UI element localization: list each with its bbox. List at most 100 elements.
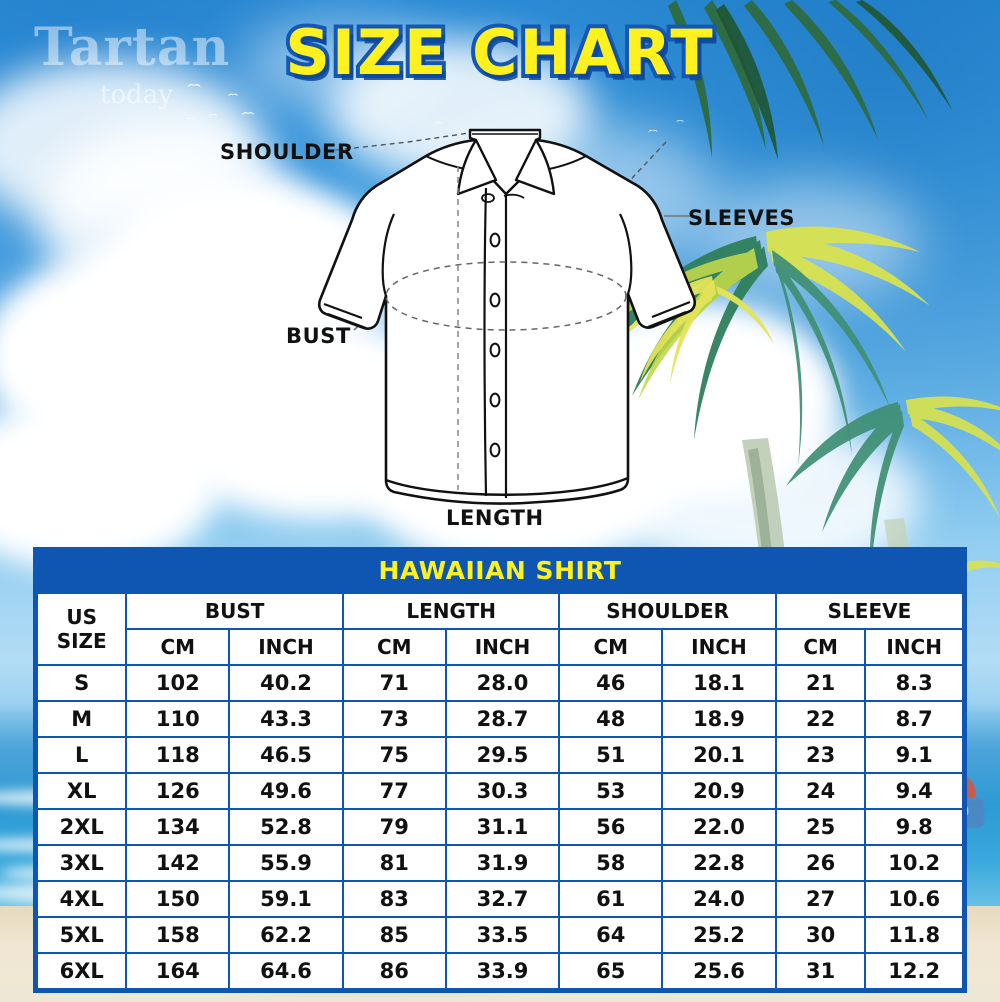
cell-length-in: 32.7	[444, 880, 561, 918]
cell-sleeve-cm: 25	[774, 808, 867, 846]
table-head: US SIZE BUST LENGTH SHOULDER SLEEVE CM I…	[35, 592, 965, 666]
cell-bust-in: 59.1	[228, 880, 344, 918]
shirt-buttons	[489, 232, 501, 458]
cell-bust-cm: 164	[125, 952, 231, 990]
cell-bust-in: 55.9	[228, 844, 344, 882]
cell-size: XL	[35, 772, 128, 810]
cell-sleeve-in: 11.8	[864, 916, 964, 954]
cell-sleeve-cm: 21	[774, 664, 867, 702]
table-row: 4XL 150 59.1 83 32.7 61 24.0 27 10.6	[35, 880, 964, 918]
label-shoulder: SHOULDER	[220, 140, 354, 164]
cell-bust-cm: 102	[125, 664, 231, 702]
cell-bust-cm: 150	[125, 880, 231, 918]
column-group-bust: BUST	[125, 592, 344, 630]
cell-shoulder-cm: 46	[558, 664, 664, 702]
cell-size: 2XL	[35, 808, 128, 846]
column-group-sleeve: SLEEVE	[774, 592, 965, 630]
cell-size: S	[35, 664, 128, 702]
cell-shoulder-cm: 48	[558, 700, 664, 738]
cell-bust-cm: 134	[125, 808, 231, 846]
page-title: SIZE CHART	[281, 12, 716, 93]
cell-shoulder-in: 18.1	[661, 664, 777, 702]
cell-length-in: 28.0	[444, 664, 561, 702]
table-body: S 102 40.2 71 28.0 46 18.1 21 8.3 M 110 43.3 73 28.7 4…	[35, 664, 964, 990]
cell-shoulder-cm: 53	[558, 772, 664, 810]
unit-header-shoulder-inch: INCH	[661, 628, 777, 666]
size-table: US SIZE BUST LENGTH SHOULDER SLEEVE CM I…	[35, 592, 965, 990]
table-caption: HAWAIIAN SHIRT	[36, 550, 964, 592]
cell-bust-in: 49.6	[228, 772, 344, 810]
label-length: LENGTH	[446, 506, 544, 530]
cell-size: 3XL	[35, 844, 128, 882]
unit-header-bust-inch: INCH	[228, 628, 344, 666]
cell-bust-in: 62.2	[228, 916, 344, 954]
unit-header-sleeve-cm: CM	[774, 628, 867, 666]
label-sleeves: SLEEVES	[688, 206, 796, 230]
cell-bust-cm: 142	[125, 844, 231, 882]
cell-shoulder-in: 22.8	[661, 844, 777, 882]
cell-shoulder-in: 18.9	[661, 700, 777, 738]
cell-length-cm: 85	[341, 916, 447, 954]
cell-sleeve-in: 12.2	[864, 952, 964, 990]
cell-size: 4XL	[35, 880, 128, 918]
table-row: M 110 43.3 73 28.7 48 18.9 22 8.7	[35, 700, 964, 738]
cell-shoulder-in: 25.6	[661, 952, 777, 990]
collar-button-detail	[481, 193, 525, 203]
cell-shoulder-in: 20.9	[661, 772, 777, 810]
cell-sleeve-in: 9.8	[864, 808, 964, 846]
cell-sleeve-in: 8.7	[864, 700, 964, 738]
bust-measure-ellipse	[385, 261, 627, 331]
cell-bust-in: 52.8	[228, 808, 344, 846]
cell-size: M	[35, 700, 128, 738]
cell-bust-cm: 158	[125, 916, 231, 954]
cell-size: 6XL	[35, 952, 128, 990]
cell-shoulder-cm: 65	[558, 952, 664, 990]
cell-size: L	[35, 736, 128, 774]
shirt-line-art	[317, 128, 697, 505]
table-row: 5XL 158 62.2 85 33.5 64 25.2 30 11.8	[35, 916, 964, 954]
column-group-shoulder: SHOULDER	[558, 592, 777, 630]
cell-shoulder-cm: 64	[558, 916, 664, 954]
cell-shoulder-cm: 58	[558, 844, 664, 882]
column-header-us-size: US SIZE	[35, 592, 128, 666]
size-table-container: HAWAIIAN SHIRT US SIZE BUST LENGTH SHOUL…	[33, 547, 967, 993]
table-header-row-groups: US SIZE BUST LENGTH SHOULDER SLEEVE	[35, 592, 965, 666]
cell-length-cm: 71	[341, 664, 447, 702]
shirt-diagram: SHOULDER SLEEVES BUST LENGTH	[220, 128, 795, 538]
cell-length-cm: 83	[341, 880, 447, 918]
unit-header-bust-cm: CM	[125, 628, 231, 666]
cell-bust-in: 64.6	[228, 952, 344, 990]
cell-bust-cm: 126	[125, 772, 231, 810]
table-row: L 118 46.5 75 29.5 51 20.1 23 9.1	[35, 736, 964, 774]
table-row: 3XL 142 55.9 81 31.9 58 22.8 26 10.2	[35, 844, 964, 882]
armhole-seams	[381, 213, 633, 297]
cell-shoulder-cm: 51	[558, 736, 664, 774]
cell-sleeve-cm: 22	[774, 700, 867, 738]
table-row: S 102 40.2 71 28.0 46 18.1 21 8.3	[35, 664, 964, 702]
cell-length-in: 29.5	[444, 736, 561, 774]
cell-length-in: 33.9	[444, 952, 561, 990]
cell-sleeve-cm: 30	[774, 916, 867, 954]
cell-length-cm: 73	[341, 700, 447, 738]
unit-header-length-cm: CM	[341, 628, 447, 666]
cell-shoulder-in: 24.0	[661, 880, 777, 918]
unit-header-length-inch: INCH	[444, 628, 561, 666]
button-placket	[483, 187, 508, 498]
cell-length-cm: 86	[341, 952, 447, 990]
sleeve-cuffs	[323, 300, 691, 330]
cell-shoulder-in: 20.1	[661, 736, 777, 774]
cell-bust-in: 40.2	[228, 664, 344, 702]
table-header-row-units: CM INCH CM INCH CM INCH CM INCH	[37, 628, 964, 666]
cell-sleeve-cm: 26	[774, 844, 867, 882]
cell-length-in: 31.1	[444, 808, 561, 846]
cell-length-cm: 75	[341, 736, 447, 774]
cell-length-cm: 77	[341, 772, 447, 810]
label-bust: BUST	[286, 324, 351, 348]
cell-length-in: 30.3	[444, 772, 561, 810]
column-group-length: LENGTH	[341, 592, 561, 630]
cell-length-in: 33.5	[444, 916, 561, 954]
cell-shoulder-cm: 56	[558, 808, 664, 846]
table-row: XL 126 49.6 77 30.3 53 20.9 24 9.4	[35, 772, 964, 810]
unit-header-shoulder-cm: CM	[558, 628, 664, 666]
cell-sleeve-cm: 31	[774, 952, 867, 990]
